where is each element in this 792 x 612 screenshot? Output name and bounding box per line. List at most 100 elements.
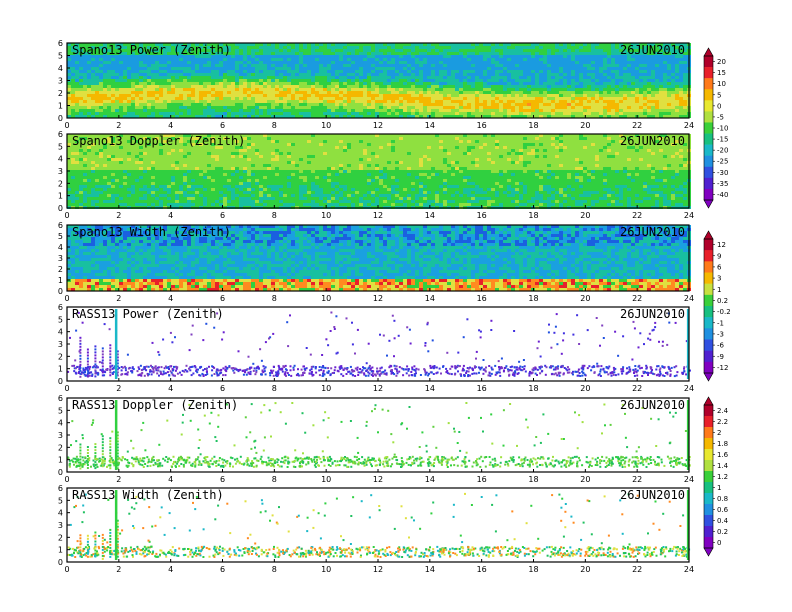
heatmap-cell: [203, 182, 207, 185]
heatmap-cell: [667, 73, 671, 76]
heatmap-cell: [127, 85, 131, 88]
heatmap-cell: [367, 82, 371, 85]
heatmap-cell: [83, 73, 87, 76]
heatmap-cell: [403, 46, 407, 49]
heatmap-cell: [67, 94, 71, 97]
heatmap-cell: [639, 85, 643, 88]
heatmap-cell: [667, 58, 671, 61]
heatmap-cell: [383, 94, 387, 97]
heatmap-cell: [127, 115, 131, 118]
heatmap-cell: [567, 55, 571, 58]
heatmap-cell: [95, 43, 99, 46]
heatmap-cell: [359, 52, 363, 55]
heatmap-cell: [631, 52, 635, 55]
heatmap-cell: [167, 61, 171, 64]
heatmap-cell: [459, 85, 463, 88]
heatmap-cell: [103, 61, 107, 64]
heatmap-cell: [571, 46, 575, 49]
heatmap-cell: [207, 97, 211, 100]
heatmap-cell: [175, 76, 179, 79]
heatmap-cell: [199, 79, 203, 82]
heatmap-cell: [655, 91, 659, 94]
heatmap-cell: [127, 161, 131, 164]
heatmap-cell: [83, 61, 87, 64]
heatmap-cell: [199, 85, 203, 88]
heatmap-cell: [187, 91, 191, 94]
heatmap-cell: [595, 82, 599, 85]
heatmap-cell: [167, 197, 171, 200]
heatmap-cell: [479, 85, 483, 88]
heatmap-cell: [375, 106, 379, 109]
heatmap-cell: [471, 82, 475, 85]
heatmap-cell: [603, 76, 607, 79]
heatmap-cell: [351, 88, 355, 91]
heatmap-cell: [519, 52, 523, 55]
heatmap-cell: [95, 203, 99, 206]
heatmap-cell: [227, 97, 231, 100]
heatmap-cell: [467, 49, 471, 52]
heatmap-cell: [103, 173, 107, 176]
heatmap-cell: [159, 185, 163, 188]
heatmap-cell: [219, 109, 223, 112]
heatmap-cell: [135, 152, 139, 155]
heatmap-cell: [387, 61, 391, 64]
heatmap-cell: [471, 46, 475, 49]
heatmap-cell: [139, 82, 143, 85]
heatmap-cell: [303, 64, 307, 67]
heatmap-cell: [495, 52, 499, 55]
x-tick-label: 6: [220, 121, 225, 130]
heatmap-cell: [259, 88, 263, 91]
heatmap-cell: [307, 109, 311, 112]
heatmap-cell: [143, 79, 147, 82]
heatmap-cell: [435, 70, 439, 73]
heatmap-cell: [175, 97, 179, 100]
heatmap-cell: [355, 112, 359, 115]
heatmap-cell: [255, 61, 259, 64]
heatmap-cell: [367, 76, 371, 79]
heatmap-cell: [335, 103, 339, 106]
heatmap-cell: [239, 79, 243, 82]
heatmap-cell: [179, 182, 183, 185]
heatmap-cell: [371, 49, 375, 52]
heatmap-cell: [159, 179, 163, 182]
heatmap-cell: [275, 109, 279, 112]
heatmap-cell: [119, 52, 123, 55]
heatmap-cell: [327, 49, 331, 52]
heatmap-cell: [155, 94, 159, 97]
heatmap-cell: [83, 76, 87, 79]
heatmap-cell: [131, 167, 135, 170]
heatmap-cell: [627, 85, 631, 88]
heatmap-cell: [99, 85, 103, 88]
heatmap-cell: [127, 106, 131, 109]
heatmap-cell: [191, 182, 195, 185]
heatmap-cell: [103, 164, 107, 167]
heatmap-cell: [619, 61, 623, 64]
heatmap-cell: [335, 49, 339, 52]
heatmap-cell: [599, 85, 603, 88]
heatmap-cell: [683, 112, 687, 115]
heatmap-cell: [639, 112, 643, 115]
heatmap-cell: [547, 82, 551, 85]
heatmap-cell: [639, 100, 643, 103]
heatmap-cell: [75, 170, 79, 173]
heatmap-cell: [151, 43, 155, 46]
heatmap-cell: [71, 61, 75, 64]
heatmap-cell: [295, 67, 299, 70]
heatmap-cell: [651, 67, 655, 70]
heatmap-cell: [371, 112, 375, 115]
heatmap-cell: [103, 52, 107, 55]
heatmap-cell: [311, 94, 315, 97]
heatmap-cell: [327, 43, 331, 46]
heatmap-cell: [567, 49, 571, 52]
heatmap-cell: [175, 188, 179, 191]
heatmap-cell: [159, 200, 163, 203]
heatmap-cell: [91, 55, 95, 58]
heatmap-cell: [615, 43, 619, 46]
heatmap-cell: [591, 91, 595, 94]
heatmap-cell: [219, 158, 223, 161]
heatmap-cell: [155, 188, 159, 191]
heatmap-cell: [111, 82, 115, 85]
heatmap-cell: [563, 46, 567, 49]
heatmap-cell: [123, 179, 127, 182]
heatmap-cell: [107, 67, 111, 70]
